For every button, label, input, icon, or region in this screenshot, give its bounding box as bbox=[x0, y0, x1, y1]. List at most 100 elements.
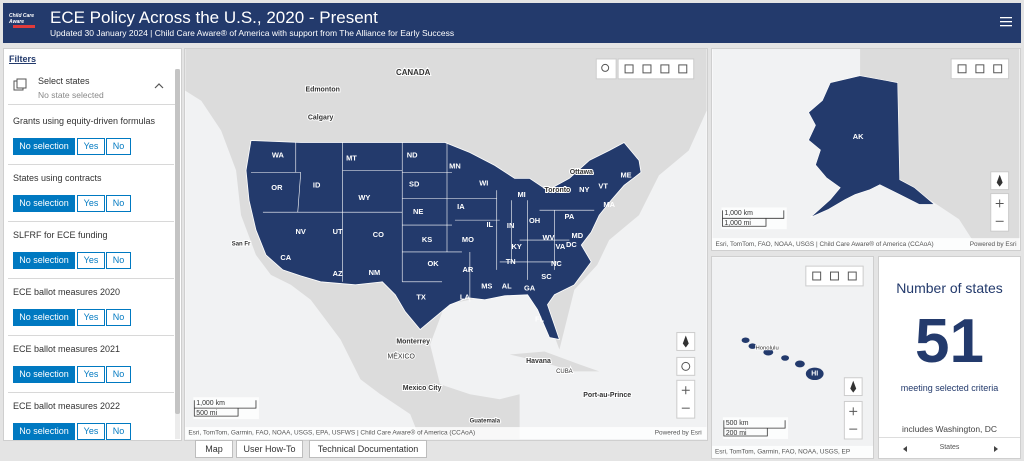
attribution-bar bbox=[712, 445, 873, 458]
search-icon bbox=[601, 63, 610, 72]
state-label: VT bbox=[598, 181, 608, 190]
state-label: OH bbox=[529, 216, 540, 225]
locate-button[interactable] bbox=[676, 356, 696, 376]
filter-option[interactable]: No bbox=[106, 366, 131, 383]
filter-option[interactable]: Yes bbox=[77, 366, 105, 383]
filter-option[interactable]: No bbox=[106, 423, 131, 440]
state-label: SC bbox=[541, 272, 552, 281]
state-label: CA bbox=[280, 253, 291, 262]
tool-icon[interactable] bbox=[660, 64, 670, 74]
filter-option[interactable]: No bbox=[106, 138, 131, 155]
state-label: OR bbox=[271, 183, 283, 192]
locate-icon bbox=[681, 361, 691, 371]
place-label: Mexico City bbox=[403, 385, 442, 392]
filter-option[interactable]: No bbox=[106, 252, 131, 269]
place-label: Calgary bbox=[308, 114, 334, 121]
filter-option[interactable]: No bbox=[106, 195, 131, 212]
island bbox=[741, 337, 750, 343]
state-label: DC bbox=[566, 240, 577, 249]
state-label: NE bbox=[413, 207, 423, 216]
filter-option[interactable]: Yes bbox=[77, 423, 105, 440]
tool-icon[interactable] bbox=[957, 64, 967, 74]
tool-icon[interactable] bbox=[812, 271, 822, 281]
island bbox=[794, 360, 805, 368]
filter-panel: Filters Select states No state selected … bbox=[3, 48, 182, 441]
pager-arrows[interactable] bbox=[903, 445, 998, 453]
state-label: AK bbox=[853, 132, 864, 141]
tool-icon[interactable] bbox=[847, 271, 857, 281]
filter-option[interactable]: Yes bbox=[77, 195, 105, 212]
tool-icon[interactable] bbox=[830, 271, 839, 281]
filter-option[interactable]: No selection bbox=[13, 423, 75, 440]
indicator-value: 51 bbox=[915, 307, 984, 376]
us-states bbox=[245, 140, 642, 341]
state-label: MA bbox=[603, 200, 615, 209]
zoom-control[interactable] bbox=[990, 193, 1010, 232]
tool-icon[interactable] bbox=[993, 64, 1003, 74]
place-label: Toronto bbox=[545, 187, 571, 194]
alaska-map[interactable]: AK 1,000 km 1,000 mi Esri, TomTom, FAO, NOA… bbox=[711, 48, 1021, 251]
tool-icon[interactable] bbox=[624, 64, 634, 74]
state-label: PA bbox=[564, 212, 574, 221]
state-label: VA bbox=[556, 242, 566, 251]
filter-label: ECE ballot measures 2021 bbox=[13, 344, 121, 354]
filter-label: States using contracts bbox=[13, 173, 102, 183]
divider bbox=[8, 335, 174, 336]
island bbox=[763, 348, 774, 356]
app-subtitle: Updated 30 January 2024 | Child Care Awa… bbox=[50, 28, 455, 38]
chevron bbox=[154, 83, 164, 89]
zoom-control[interactable] bbox=[676, 379, 696, 419]
divider bbox=[8, 392, 174, 393]
attribution: Esri, TomTom, Garmin, FAO, NOAA, USGS, E… bbox=[715, 449, 850, 456]
tool-icon[interactable] bbox=[678, 64, 688, 74]
place-label: Monterrey bbox=[396, 338, 430, 345]
attribution-bar bbox=[185, 427, 707, 440]
hawaii-map[interactable]: Honolulu HI 500 km 200 mi Esri, TomTom, Garm… bbox=[711, 256, 874, 459]
zoom-control[interactable] bbox=[843, 400, 863, 440]
footer-label[interactable]: States bbox=[939, 444, 960, 451]
filter-option[interactable]: No selection bbox=[13, 252, 75, 269]
main-map[interactable]: WA OR ID MT WY NV UT CA AZ CO NM ND SD NE KS OK TX MN IA MO… bbox=[184, 48, 708, 441]
search-button[interactable] bbox=[595, 58, 617, 80]
powered-by: Powered by Esri bbox=[655, 430, 702, 437]
filter-option[interactable]: No bbox=[106, 309, 131, 326]
state-label: MO bbox=[462, 235, 474, 244]
state-label: UT bbox=[333, 227, 343, 236]
state-label: IL bbox=[486, 220, 493, 229]
zoom-in bbox=[995, 199, 1004, 208]
tab[interactable]: Map bbox=[195, 440, 233, 458]
filter-option[interactable]: No selection bbox=[13, 309, 75, 326]
island bbox=[748, 343, 757, 349]
state-label: KY bbox=[511, 242, 521, 251]
filter-option[interactable]: No selection bbox=[13, 366, 75, 383]
tab[interactable]: Technical Documentation bbox=[309, 440, 427, 458]
compass-needle bbox=[682, 335, 689, 348]
filter-option[interactable]: No selection bbox=[13, 195, 75, 212]
place-label: Guatemala bbox=[470, 419, 501, 425]
land bbox=[860, 49, 1020, 250]
divider bbox=[8, 221, 174, 222]
app-title: ECE Policy Across the U.S., 2020 - Prese… bbox=[50, 8, 378, 27]
filter-option[interactable]: No selection bbox=[13, 138, 75, 155]
island bbox=[805, 367, 824, 381]
state-label: IN bbox=[507, 221, 514, 230]
filter-option[interactable]: Yes bbox=[77, 252, 105, 269]
state-label: SD bbox=[409, 179, 420, 188]
state-label: NC bbox=[551, 259, 562, 268]
scale-line bbox=[723, 420, 786, 437]
tool-icon[interactable] bbox=[642, 64, 652, 74]
tool-icon[interactable] bbox=[975, 64, 985, 74]
scroll-thumb[interactable] bbox=[175, 69, 180, 414]
state-label: WA bbox=[272, 150, 285, 159]
state-select[interactable]: Select states No state selected bbox=[8, 67, 176, 105]
alaska bbox=[808, 75, 936, 218]
filter-option[interactable]: Yes bbox=[77, 138, 105, 155]
menu-icon[interactable] bbox=[1000, 16, 1013, 28]
filters-link[interactable]: Filters bbox=[9, 54, 37, 64]
scale-km: 1,000 km bbox=[724, 210, 753, 217]
filter-option[interactable]: Yes bbox=[77, 309, 105, 326]
state-label: AL bbox=[502, 282, 512, 291]
tab[interactable]: User How-To bbox=[236, 440, 303, 458]
state-label: IA bbox=[457, 202, 465, 211]
